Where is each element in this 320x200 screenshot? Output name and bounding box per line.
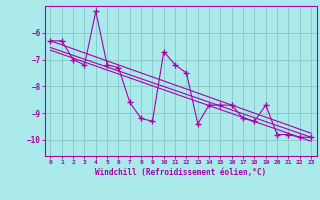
X-axis label: Windchill (Refroidissement éolien,°C): Windchill (Refroidissement éolien,°C): [95, 168, 266, 177]
